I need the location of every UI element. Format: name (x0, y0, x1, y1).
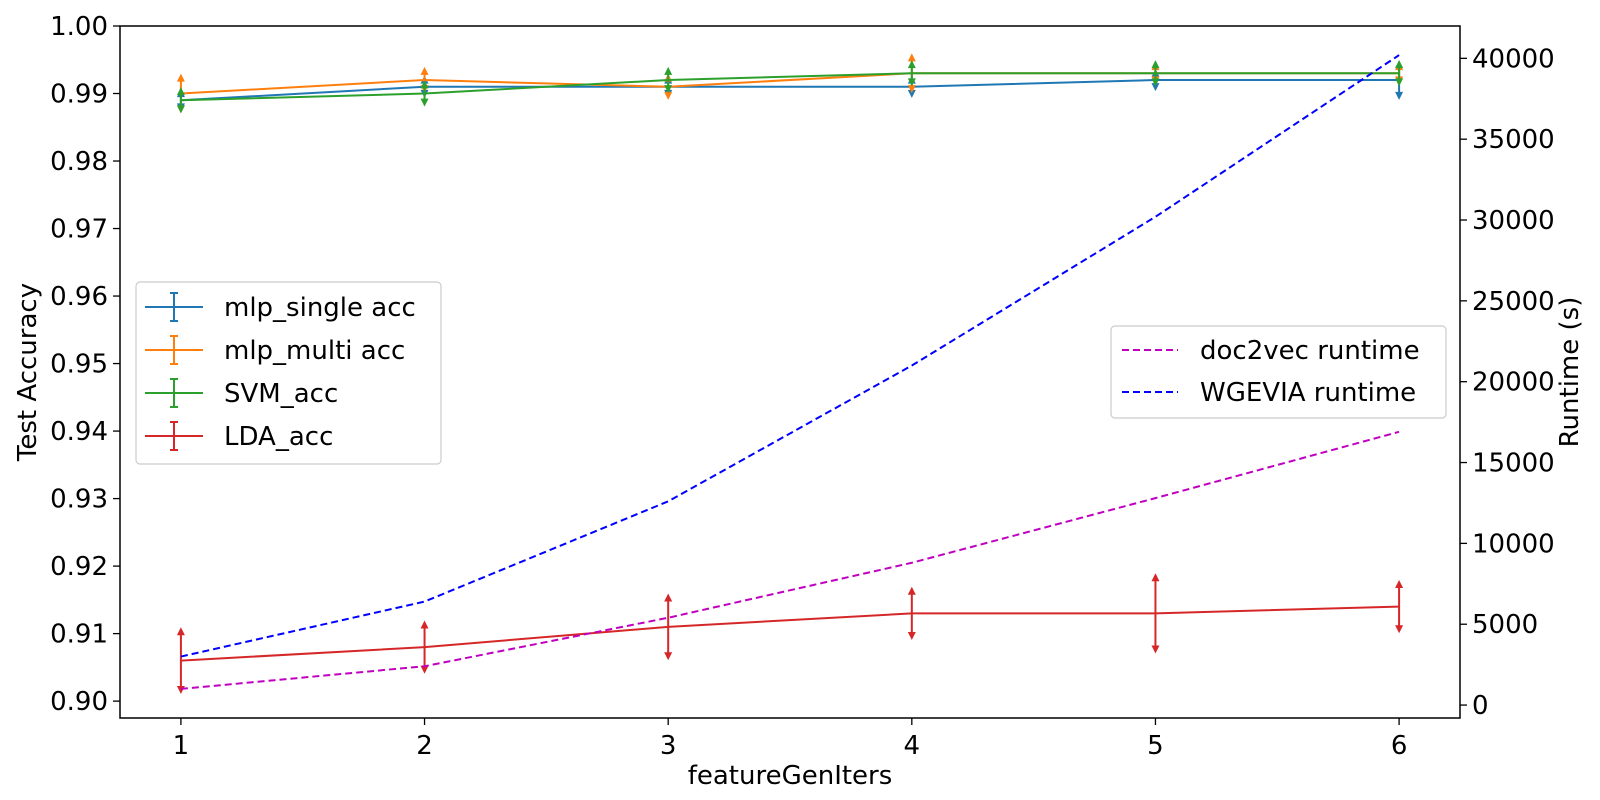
x-tick-label: 3 (660, 731, 677, 761)
y-right-tick-label: 25000 (1472, 287, 1555, 317)
mlp-multi-acc-error-cap-top (420, 66, 429, 75)
lda-acc-line (180, 605, 1400, 662)
svm-acc-error-cap-bottom (1395, 78, 1404, 87)
legend-svm-acc-label: SVM_acc (224, 379, 338, 409)
x-tick-label: 4 (904, 731, 921, 761)
lda-acc-error-cap-bottom (420, 665, 429, 674)
y-left-tick-label: 0.99 (50, 80, 108, 110)
svm-acc-error-cap-bottom (1151, 78, 1160, 87)
lda-acc-error-cap-bottom (176, 685, 185, 694)
svm-acc-error-cap-bottom (664, 85, 673, 94)
lda-acc-error-cap-bottom (664, 652, 673, 661)
legend-mlp-multi-acc-label: mlp_multi acc (224, 336, 405, 366)
lda-acc-error-cap-top (1151, 573, 1160, 582)
mlp-single-acc-error-cap-bottom (1151, 83, 1160, 92)
y-axis-left-title: Test Accuracy (13, 283, 43, 462)
lda-acc-error-cap-bottom (907, 631, 916, 640)
y-right-tick-label: 5000 (1472, 610, 1538, 640)
svm-acc-line (180, 72, 1400, 102)
legend-accuracy-box (135, 281, 442, 465)
lda-acc-error-cap-bottom (1151, 645, 1160, 654)
y-left-tick-label: 0.93 (50, 485, 108, 515)
y-axis-right-title: Runtime (s) (1555, 297, 1585, 448)
y-left-tick-label: 0.95 (50, 350, 108, 380)
svm-acc-error-cap-top (1395, 60, 1404, 69)
x-tick-label: 6 (1391, 731, 1408, 761)
mlp-multi-acc-error-cap-bottom (907, 85, 916, 94)
y-right-tick-label: 40000 (1472, 44, 1555, 74)
svm-acc-error-cap-top (420, 80, 429, 89)
legend-runtime: doc2vec runtime WGEVIA runtime (1110, 325, 1447, 419)
doc2vec-runtime-line (180, 430, 1400, 690)
svm-acc-error-cap-bottom (420, 98, 429, 107)
y-right-tick-label: 10000 (1472, 529, 1555, 559)
mlp-single-acc-error-cap-bottom (1395, 91, 1404, 100)
svm-acc-error-cap-bottom (176, 105, 185, 114)
y-right-tick-label: 15000 (1472, 449, 1555, 479)
svm-acc-error-cap-top (907, 60, 916, 69)
lda-acc-error-cap-top (664, 593, 673, 602)
x-axis-title: featureGenIters (688, 761, 893, 791)
y-left-tick-label: 0.97 (50, 215, 108, 245)
legend-accuracy: mlp_single acc mlp_multi acc SVM_acc LDA_ac… (135, 281, 442, 465)
y-left-tick-label: 0.94 (50, 417, 108, 447)
axis-ticks: 1 2 3 4 5 6 0.90 0.91 0.92 0.93 0.94 0.95 0.96 0.97 0.… (50, 12, 1555, 761)
x-tick-label: 2 (416, 731, 433, 761)
y-left-tick-label: 0.96 (50, 282, 108, 312)
lda-acc-error-cap-top (1395, 579, 1404, 588)
lda-acc-error-cap-top (420, 620, 429, 629)
y-left-tick-label: 0.92 (50, 552, 108, 582)
y-left-tick-label: 0.91 (50, 620, 108, 650)
y-right-tick-label: 35000 (1472, 125, 1555, 155)
legend-mlp-single-acc-label: mlp_single acc (224, 293, 416, 323)
plot-frame (119, 25, 1461, 719)
lda-acc-error-cap-bottom (1395, 625, 1404, 634)
mlp-single-acc-line (180, 79, 1400, 102)
legend-wgevia-runtime-label: WGEVIA runtime (1200, 378, 1416, 408)
y-right-tick-label: 0 (1472, 691, 1489, 721)
mlp-multi-acc-error-cap-bottom (664, 91, 673, 100)
y-left-tick-label: 1.00 (50, 12, 108, 42)
x-tick-label: 1 (173, 731, 190, 761)
x-tick-label: 5 (1147, 731, 1164, 761)
mlp-multi-acc-error-cap-top (176, 73, 185, 82)
mlp-multi-acc-error-cap-top (907, 53, 916, 62)
mlp-single-acc-error-cap-bottom (907, 89, 916, 98)
svm-acc-error-cap-bottom (907, 78, 916, 87)
svm-acc-error-cap-top (664, 66, 673, 75)
legend-runtime-box (1110, 325, 1447, 419)
wgevia-runtime-line (180, 54, 1400, 658)
legend-lda-acc-label: LDA_acc (224, 422, 333, 452)
svm-acc-error-cap-top (1151, 60, 1160, 69)
y-left-tick-label: 0.90 (50, 687, 108, 717)
y-right-tick-label: 20000 (1472, 368, 1555, 398)
lda-acc-error-cap-top (176, 627, 185, 636)
legend-doc2vec-runtime-label: doc2vec runtime (1200, 336, 1420, 366)
y-left-tick-label: 0.98 (50, 147, 108, 177)
y-right-tick-label: 30000 (1472, 206, 1555, 236)
lda-acc-error-cap-top (907, 586, 916, 595)
svm-acc-error-cap-top (176, 87, 185, 96)
chart-marks (176, 53, 1404, 694)
